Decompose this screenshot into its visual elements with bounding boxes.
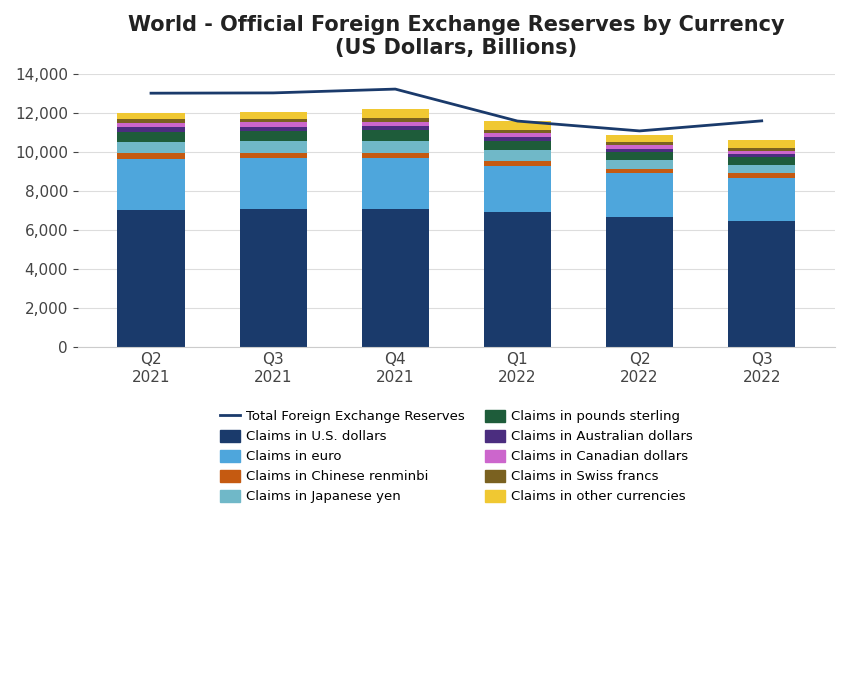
Bar (728, 140, 796, 148)
Bar (606, 217, 673, 348)
Bar (240, 153, 307, 158)
Bar (606, 173, 673, 217)
Bar (484, 121, 551, 130)
Bar (117, 154, 184, 158)
Bar (240, 209, 307, 348)
Bar (728, 148, 796, 151)
Bar (117, 113, 184, 119)
Bar (117, 127, 184, 131)
Bar (117, 119, 184, 123)
Total Foreign Exchange Reserves (513, 117, 523, 125)
Bar (362, 121, 429, 126)
Bar (606, 160, 673, 168)
Bar (606, 145, 673, 149)
Total Foreign Exchange Reserves (146, 89, 156, 98)
Bar (484, 130, 551, 133)
Bar (606, 149, 673, 151)
Bar (484, 161, 551, 167)
Bar (240, 119, 307, 122)
Bar (117, 123, 184, 127)
Title: World - Official Foreign Exchange Reserves by Currency
(US Dollars, Billions): World - Official Foreign Exchange Reserv… (128, 15, 785, 58)
Bar (240, 122, 307, 127)
Bar (362, 109, 429, 118)
Bar (484, 167, 551, 212)
Bar (117, 209, 184, 348)
Bar (606, 142, 673, 145)
Bar (606, 168, 673, 173)
Bar (362, 158, 429, 209)
Total Foreign Exchange Reserves (268, 89, 278, 97)
Bar (362, 131, 429, 141)
Bar (240, 131, 307, 141)
Bar (728, 221, 796, 348)
Bar (606, 135, 673, 142)
Bar (240, 127, 307, 131)
Bar (606, 151, 673, 160)
Bar (240, 112, 307, 119)
Bar (484, 133, 551, 137)
Bar (362, 141, 429, 153)
Bar (728, 157, 796, 165)
Bar (362, 209, 429, 348)
Bar (728, 173, 796, 177)
Bar (728, 165, 796, 173)
Total Foreign Exchange Reserves (634, 127, 644, 135)
Total Foreign Exchange Reserves (756, 117, 767, 125)
Bar (117, 142, 184, 154)
Legend: Total Foreign Exchange Reserves, Claims in U.S. dollars, Claims in euro, Claims : Total Foreign Exchange Reserves, Claims … (213, 403, 700, 510)
Bar (362, 118, 429, 121)
Bar (362, 153, 429, 158)
Bar (240, 158, 307, 209)
Bar (484, 150, 551, 161)
Bar (728, 177, 796, 221)
Bar (484, 137, 551, 141)
Bar (484, 141, 551, 150)
Bar (240, 141, 307, 153)
Bar (728, 151, 796, 154)
Bar (484, 212, 551, 348)
Total Foreign Exchange Reserves (390, 85, 400, 94)
Bar (117, 131, 184, 142)
Bar (117, 158, 184, 209)
Bar (728, 154, 796, 157)
Bar (362, 126, 429, 131)
Line: Total Foreign Exchange Reserves: Total Foreign Exchange Reserves (151, 89, 762, 131)
